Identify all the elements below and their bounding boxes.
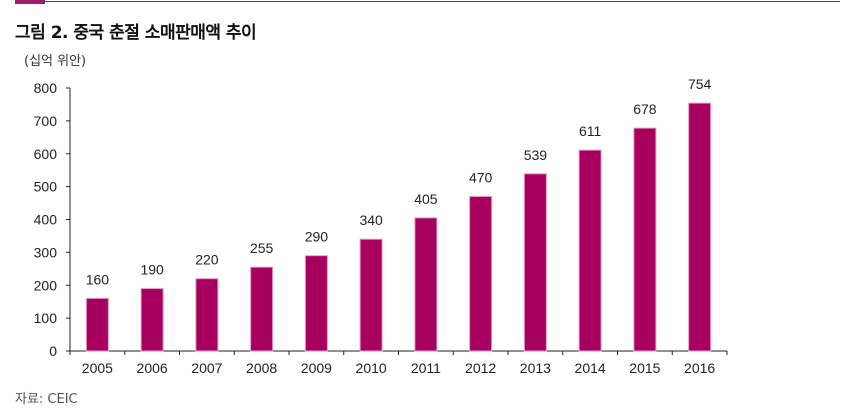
y-tick-label: 600 bbox=[34, 146, 58, 162]
y-tick-label: 300 bbox=[34, 244, 58, 260]
header-accent bbox=[15, 0, 45, 4]
data-label: 611 bbox=[579, 123, 602, 139]
data-label: 160 bbox=[86, 271, 110, 287]
y-tick-label: 100 bbox=[34, 310, 58, 326]
data-label: 470 bbox=[469, 169, 493, 185]
data-label: 190 bbox=[140, 262, 164, 278]
bar-2008 bbox=[250, 266, 274, 352]
data-label: 678 bbox=[633, 101, 657, 117]
x-tick-label: 2015 bbox=[629, 360, 660, 376]
data-label: 255 bbox=[250, 240, 274, 256]
data-label: 290 bbox=[305, 229, 329, 245]
y-axis-unit: (십억 위안) bbox=[24, 54, 87, 69]
bar-2011 bbox=[414, 217, 438, 352]
data-label: 220 bbox=[195, 252, 219, 268]
y-tick-label: 800 bbox=[34, 80, 58, 96]
x-tick-label: 2011 bbox=[411, 360, 441, 376]
bar-2012 bbox=[469, 195, 493, 352]
bar-2007 bbox=[195, 278, 219, 352]
x-tick-label: 2005 bbox=[82, 360, 113, 376]
y-tick-label: 400 bbox=[34, 212, 58, 228]
data-label: 539 bbox=[524, 147, 548, 163]
source-note: 자료: CEIC bbox=[15, 392, 78, 407]
bar-2016 bbox=[688, 102, 712, 352]
bar-2014 bbox=[578, 149, 602, 352]
bar-2015 bbox=[633, 127, 657, 352]
bar-2005 bbox=[85, 297, 109, 352]
data-label: 754 bbox=[688, 76, 712, 92]
x-tick-label: 2014 bbox=[575, 360, 606, 376]
header-rule bbox=[15, 1, 840, 2]
x-tick-label: 2009 bbox=[301, 360, 332, 376]
x-tick-label: 2006 bbox=[137, 360, 168, 376]
y-tick-label: 500 bbox=[34, 179, 58, 195]
data-label: 405 bbox=[414, 191, 438, 207]
y-tick-label: 0 bbox=[49, 343, 57, 359]
x-tick-label: 2016 bbox=[684, 360, 715, 376]
y-tick-label: 200 bbox=[34, 277, 58, 293]
bar-2013 bbox=[523, 173, 547, 352]
y-tick-label: 700 bbox=[34, 113, 58, 129]
chart-title: 그림 2. 중국 춘절 소매판매액 추이 bbox=[15, 23, 257, 43]
x-tick-label: 2013 bbox=[520, 360, 551, 376]
bar-2009 bbox=[304, 255, 328, 352]
data-label: 340 bbox=[359, 212, 383, 228]
x-tick-label: 2007 bbox=[191, 360, 222, 376]
bar-2006 bbox=[140, 288, 164, 352]
x-tick-label: 2012 bbox=[465, 360, 496, 376]
bar-2010 bbox=[359, 238, 383, 352]
x-tick-label: 2008 bbox=[246, 360, 277, 376]
x-tick-label: 2010 bbox=[356, 360, 387, 376]
